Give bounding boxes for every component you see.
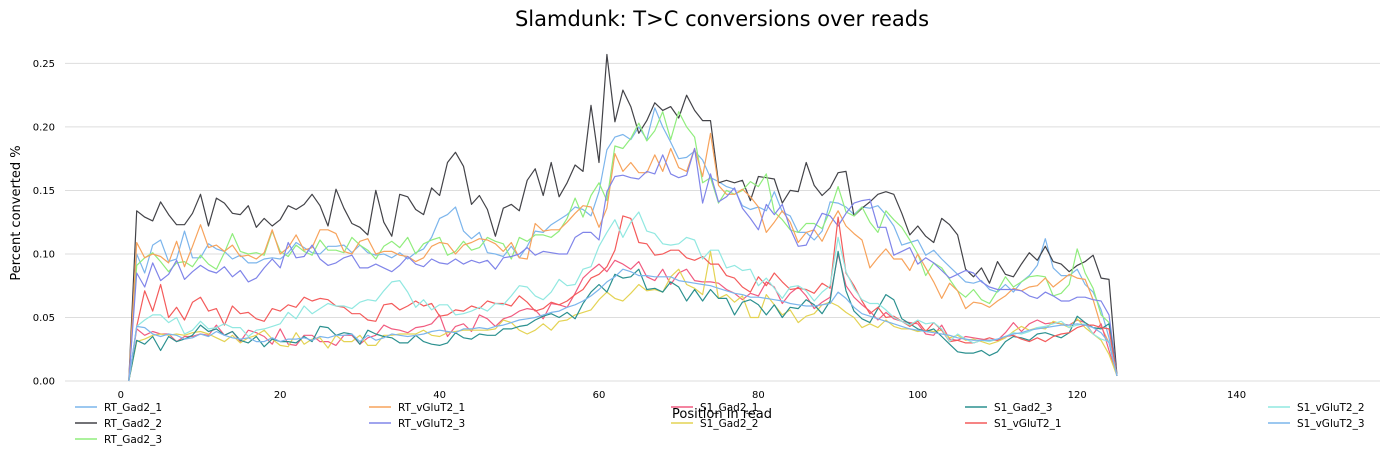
y-axis-label: Percent converted % [9,145,24,280]
legend-label: S1_Gad2_1 [700,402,758,414]
legend-label: S1_vGluT2_2 [1297,402,1365,414]
x-tick-label: 20 [274,390,287,401]
series-line-rt-gad2-1 [128,107,1118,382]
legend-label: RT_vGluT2_1 [398,402,465,414]
x-tick-label: 60 [593,390,606,401]
series-line-rt-vglut2-1 [128,132,1118,382]
chart-title: Slamdunk: T>C conversions over reads [515,7,929,31]
y-tick-label: 0.15 [33,186,55,197]
legend-item[interactable]: RT_Gad2_3 [75,434,162,446]
legend-label: RT_vGluT2_3 [398,418,465,430]
y-tick-label: 0.20 [33,122,55,133]
series-line-s1-gad2-2 [128,250,1118,382]
legend-item[interactable]: S1_vGluT2_1 [965,418,1062,430]
legend-label: S1_vGluT2_3 [1297,418,1365,430]
legend-item[interactable]: RT_vGluT2_3 [369,418,465,430]
x-tick-label: 80 [752,390,765,401]
x-tick-label: 40 [433,390,446,401]
y-tick-labels: 0.00 0.05 0.10 0.15 0.20 0.25 [33,59,55,388]
series-line-s1-gad2-3 [128,250,1118,382]
legend-item[interactable]: RT_vGluT2_1 [369,402,465,414]
y-tick-label: 0.05 [33,313,55,324]
series-line-rt-gad2-2 [128,53,1118,382]
legend-item[interactable]: S1_vGluT2_3 [1268,418,1365,430]
series-lines [128,53,1118,382]
x-axis-label: Position in read [672,407,772,422]
legend-label: S1_vGluT2_1 [994,418,1062,430]
x-tick-label: 140 [1227,390,1246,401]
x-tick-label: 100 [908,390,927,401]
y-tick-label: 0.00 [33,377,55,388]
x-tick-labels: 0 20 40 60 80 100 120 140 [118,390,1246,401]
series-line-s1-vglut2-3 [128,268,1118,382]
x-tick-label: 0 [118,390,124,401]
legend-label: RT_Gad2_2 [104,418,162,430]
legend-item[interactable]: S1_Gad2_2 [671,418,758,430]
series-line-s1-vglut2-2 [128,211,1118,382]
gridlines [65,62,1380,382]
legend-item[interactable]: RT_Gad2_2 [75,418,162,430]
y-tick-label: 0.10 [33,249,55,260]
legend-item[interactable]: S1_vGluT2_2 [1268,402,1365,414]
legend-item[interactable]: RT_Gad2_1 [75,402,162,414]
series-line-s1-vglut2-1 [128,215,1118,382]
legend-item[interactable]: S1_Gad2_3 [965,402,1052,414]
legend-item[interactable]: S1_Gad2_1 [671,402,758,414]
legend-label: S1_Gad2_3 [994,402,1052,414]
legend-label: RT_Gad2_3 [104,434,162,446]
series-line-rt-vglut2-3 [128,147,1118,382]
series-line-rt-gad2-3 [128,111,1118,382]
y-tick-label: 0.25 [33,59,55,70]
legend-label: S1_Gad2_2 [700,418,758,430]
legend: RT_Gad2_1 RT_Gad2_2 RT_Gad2_3 RT_vGluT2_1 RT… [75,402,1365,446]
x-tick-label: 120 [1068,390,1087,401]
legend-label: RT_Gad2_1 [104,402,162,414]
